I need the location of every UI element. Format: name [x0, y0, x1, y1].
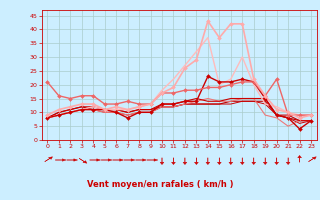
Text: Vent moyen/en rafales ( km/h ): Vent moyen/en rafales ( km/h ) — [87, 180, 233, 189]
